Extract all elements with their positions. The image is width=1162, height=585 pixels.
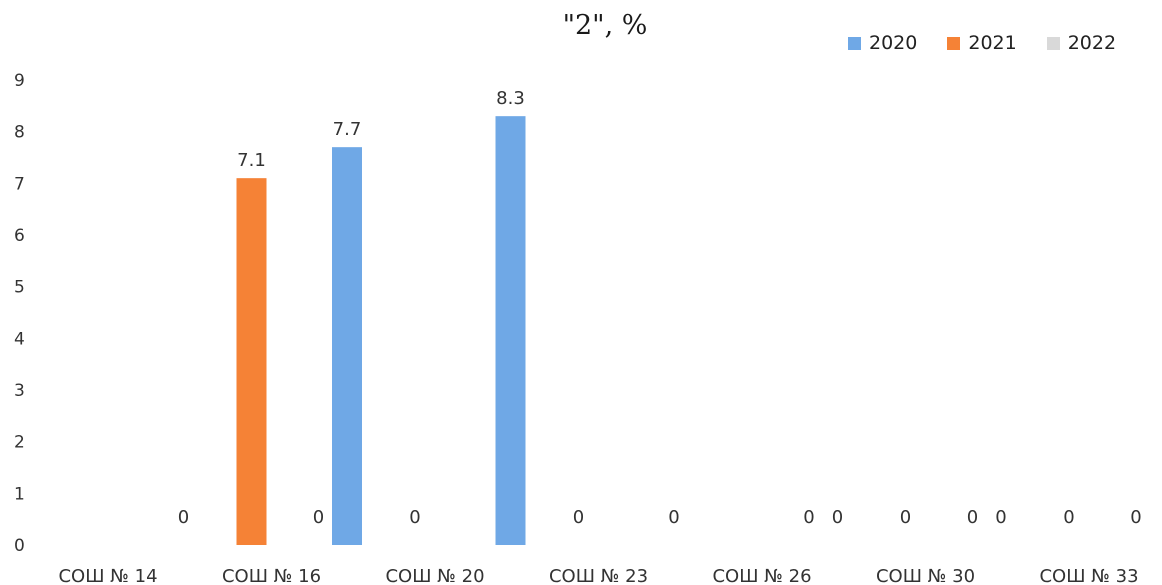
legend-item-2022: 2022 <box>1046 32 1117 54</box>
legend-swatch-2020 <box>848 36 861 50</box>
data-label: 0 <box>313 507 324 528</box>
y-tick-label: 5 <box>14 278 25 298</box>
y-tick-label: 9 <box>14 71 25 91</box>
bar-2020-3 <box>495 116 526 546</box>
data-label: 7.7 <box>333 119 362 140</box>
bar-2020-2 <box>332 147 362 545</box>
y-tick-label: 2 <box>14 433 25 453</box>
chart-title: "2", % <box>562 10 648 41</box>
x-tick-label: СОШ № 23 <box>549 566 648 585</box>
data-label: 0 <box>900 507 911 528</box>
legend-label-2020: 2020 <box>869 32 918 54</box>
bar-2021-1 <box>236 178 267 545</box>
x-tick-label: СОШ № 33 <box>1039 566 1138 585</box>
legend: 2020 2021 2022 <box>848 32 1116 54</box>
data-label: 0 <box>832 507 843 528</box>
data-label: 0 <box>967 507 978 528</box>
y-tick-label: 6 <box>14 226 25 246</box>
legend-item-2021: 2021 <box>947 32 1017 54</box>
legend-swatch-2022 <box>1046 36 1060 50</box>
legend-swatch-2021 <box>947 36 961 50</box>
x-tick-label: СОШ № 30 <box>876 566 975 585</box>
y-tick-label: 7 <box>14 174 25 194</box>
y-tick-label: 4 <box>14 329 25 349</box>
y-tick-label: 1 <box>14 484 25 504</box>
data-label: 0 <box>409 507 420 528</box>
data-label: 0 <box>995 507 1006 528</box>
x-tick-label: СОШ № 26 <box>712 566 811 585</box>
legend-item-2020: 2020 <box>848 32 917 54</box>
y-tick-label: 8 <box>14 123 25 143</box>
y-tick-label: 0 <box>14 536 25 556</box>
x-tick-label: СОШ № 14 <box>58 566 157 585</box>
data-label: 7.1 <box>237 150 266 171</box>
data-label: 0 <box>668 507 679 528</box>
data-label: 0 <box>178 507 189 528</box>
data-label: 0 <box>1130 507 1141 528</box>
x-tick-label: СОШ № 20 <box>385 566 484 585</box>
legend-label-2021: 2021 <box>968 32 1017 54</box>
data-label: 0 <box>573 507 584 528</box>
legend-label-2022: 2022 <box>1067 32 1117 54</box>
data-label: 0 <box>1063 507 1074 528</box>
data-label: 8.3 <box>496 88 525 109</box>
y-tick-label: 3 <box>14 381 25 401</box>
x-tick-label: СОШ № 16 <box>222 566 321 585</box>
data-label: 0 <box>803 507 814 528</box>
